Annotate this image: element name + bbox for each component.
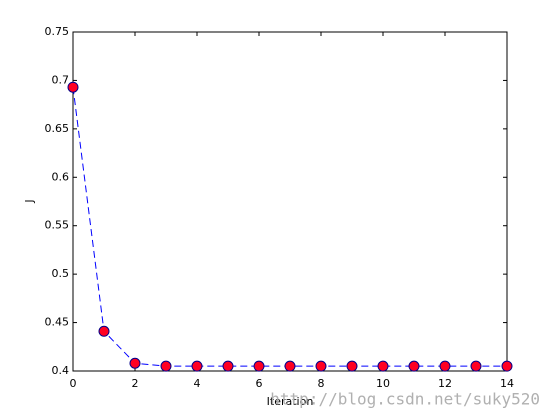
x-axis-label: Iteration — [267, 395, 314, 408]
marker — [439, 360, 451, 372]
x-tick-label: 2 — [132, 377, 139, 390]
marker — [284, 360, 296, 372]
y-tick-label: 0.6 — [52, 170, 70, 183]
x-tick-label: 10 — [376, 377, 390, 390]
marker — [160, 360, 172, 372]
y-axis-label: J — [23, 199, 36, 203]
x-tick-label: 0 — [70, 377, 77, 390]
watermark: http://blog.csdn.net/suky520 — [270, 390, 540, 409]
marker — [470, 360, 482, 372]
marker — [129, 357, 141, 369]
x-tick-label: 12 — [438, 377, 452, 390]
marker — [222, 360, 234, 372]
y-tick-label: 0.75 — [45, 25, 70, 38]
marker — [67, 81, 79, 93]
x-tick-label: 6 — [256, 377, 263, 390]
y-tick-label: 0.55 — [45, 219, 70, 232]
marker — [253, 360, 265, 372]
marker — [377, 360, 389, 372]
marker — [315, 360, 327, 372]
marker — [98, 325, 110, 337]
y-tick-label: 0.4 — [52, 364, 70, 377]
y-tick-label: 0.5 — [52, 267, 70, 280]
y-tick-label: 0.45 — [45, 316, 70, 329]
x-tick-label: 8 — [318, 377, 325, 390]
x-tick-label: 4 — [194, 377, 201, 390]
marker — [501, 360, 513, 372]
y-tick-label: 0.7 — [52, 73, 70, 86]
y-tick-label: 0.65 — [45, 122, 70, 135]
marker — [191, 360, 203, 372]
axes-box — [72, 31, 508, 372]
x-tick-label: 14 — [500, 377, 514, 390]
marker — [346, 360, 358, 372]
marker — [408, 360, 420, 372]
